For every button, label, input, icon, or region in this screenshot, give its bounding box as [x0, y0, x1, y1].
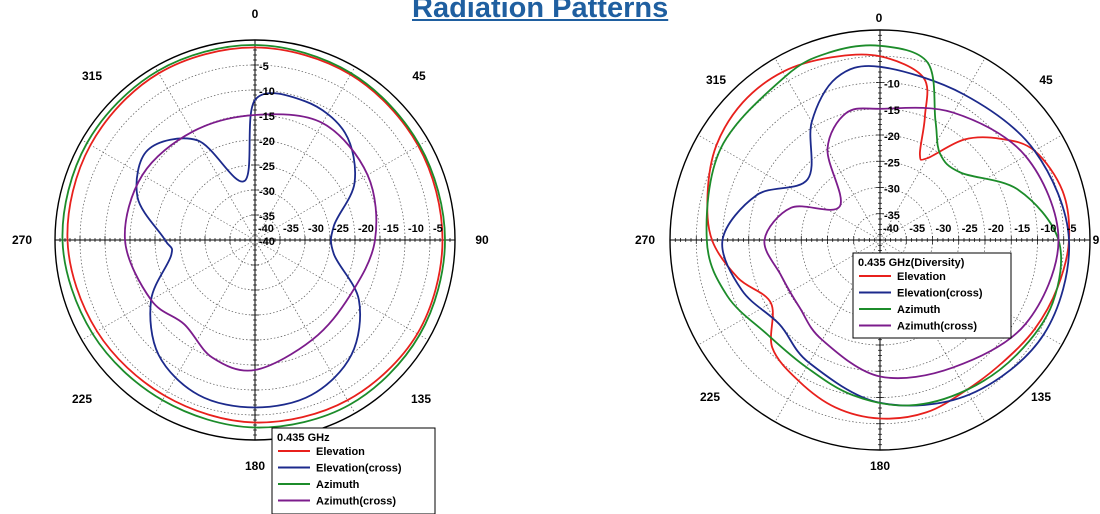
angle-label: 270 [635, 233, 655, 247]
horizontal-tick-label: -10 [408, 223, 424, 235]
legend: 0.435 GHz Elevation Elevation(cross) Azimut… [271, 427, 436, 514]
horizontal-tick-label: -15 [383, 223, 399, 235]
outer-ring [54, 39, 456, 441]
grid-spoke [879, 57, 986, 241]
grid-spoke [154, 66, 256, 241]
radial-tick-label: -25 [259, 161, 275, 173]
angle-label: 45 [1039, 73, 1053, 87]
angle-label: 9 [1093, 233, 1100, 247]
series-elevation [706, 53, 1071, 420]
series-elevation-cross [721, 65, 1071, 407]
horizontal-tick-label: -15 [1014, 223, 1030, 235]
radial-tick-label: -30 [884, 184, 900, 196]
angle-label: 225 [72, 392, 92, 406]
legend-entry: Elevation [316, 446, 365, 458]
angle-label: 180 [245, 459, 265, 473]
horizontal-tick-label: -35 [283, 223, 299, 235]
grid-spoke [154, 239, 256, 414]
horizontal-tick-label: -25 [333, 223, 349, 235]
grid-spoke [81, 239, 256, 341]
angle-label: 270 [12, 233, 32, 247]
horizontal-tick-label: -5 [1067, 223, 1077, 235]
horizontal-tick-label: -20 [988, 223, 1004, 235]
angle-label: 180 [870, 459, 890, 473]
series-elevation-cross [135, 92, 362, 409]
horizontal-tick-label: -40 [258, 223, 274, 235]
radial-tick-label: -15 [259, 111, 275, 123]
horizontal-tick-label: -20 [358, 223, 374, 235]
legend-entry: Azimuth(cross) [897, 321, 977, 333]
grid-spoke [81, 139, 256, 241]
radial-tick-label: -35 [884, 210, 900, 222]
horizontal-tick-label: -10 [1041, 223, 1057, 235]
series-azimuth [705, 44, 1063, 407]
grid-spoke [697, 239, 881, 346]
radial-tick-label: -20 [259, 136, 275, 148]
radial-tick-label: -20 [884, 131, 900, 143]
radial-tick-label: -5 [259, 61, 269, 73]
angle-label: 135 [411, 392, 431, 406]
series-azimuth-cross [763, 106, 1060, 380]
horizontal-tick-label: -40 [883, 223, 899, 235]
angle-label: 45 [412, 69, 426, 83]
grid-spoke [879, 134, 1063, 241]
angle-label: 315 [82, 69, 102, 83]
horizontal-tick-label: -30 [308, 223, 324, 235]
legend: 0.435 GHz(Diversity) Elevation Elevation(c… [852, 252, 1012, 339]
polar-chart-2: -10-15-20-25-30-35-40 -35 -30 -25 -20 -15 -10-… [635, 11, 1100, 473]
legend-box [852, 252, 1012, 339]
horizontal-tick-label: -30 [936, 223, 952, 235]
series-azimuth [61, 44, 446, 429]
angle-label: 225 [700, 390, 720, 404]
radial-tick-label: -35 [259, 211, 275, 223]
legend-entry: Elevation(cross) [897, 288, 983, 300]
radial-tick-label: -15 [884, 105, 900, 117]
legend-entry: Elevation(cross) [316, 463, 402, 475]
angle-label: 90 [475, 233, 489, 247]
page-title: Radiation Patterns [412, 0, 669, 24]
radial-tick-label: -10 [259, 86, 275, 98]
radial-tick-label: -40 [259, 236, 275, 248]
series-azimuth-cross [123, 113, 378, 372]
angle-label: 135 [1031, 390, 1051, 404]
legend-title: 0.435 GHz [277, 432, 330, 444]
legend-title: 0.435 GHz(Diversity) [858, 257, 965, 269]
angle-label: 0 [876, 11, 883, 25]
legend-entry: Azimuth [897, 304, 941, 316]
series-elevation [66, 46, 444, 424]
angle-label: 315 [706, 73, 726, 87]
radial-tick-label: -30 [259, 186, 275, 198]
horizontal-tick-label: -5 [433, 223, 443, 235]
outer-ring [669, 29, 1091, 451]
angle-label: 0 [252, 7, 259, 21]
radial-tick-label: -10 [884, 79, 900, 91]
legend-entry: Azimuth(cross) [316, 496, 396, 508]
horizontal-tick-label: -35 [909, 223, 925, 235]
legend-entry: Azimuth [316, 479, 360, 491]
radial-tick-label: -25 [884, 157, 900, 169]
polar-chart-1: -5-10-15-20-25-30-35-40-40 -35 -30 -25 -20 -1… [12, 7, 489, 514]
legend-entry: Elevation [897, 271, 946, 283]
grid-spoke [254, 239, 429, 341]
horizontal-tick-label: -25 [962, 223, 978, 235]
